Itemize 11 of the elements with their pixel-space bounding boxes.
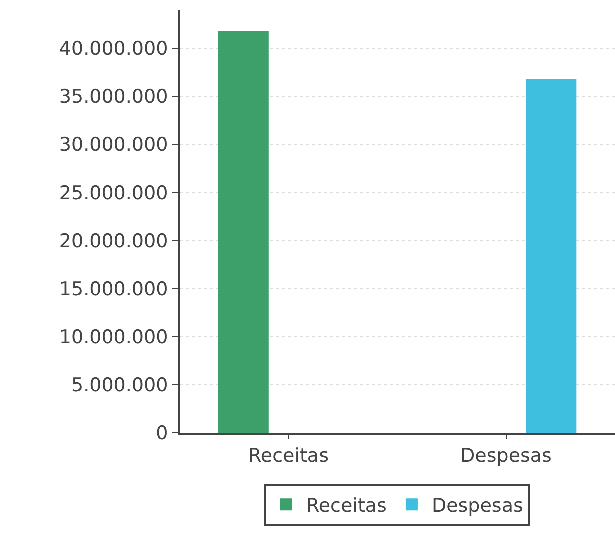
y-tick-label: 10.000.000: [59, 326, 168, 349]
y-tick-label: 0: [156, 422, 168, 445]
legend-label: Despesas: [432, 495, 524, 518]
y-tick-label: 15.000.000: [59, 278, 168, 300]
legend-label: Receitas: [306, 495, 387, 518]
y-tick-label: 20.000.000: [59, 230, 168, 252]
y-tick-label: 25.000.000: [59, 182, 168, 204]
y-tick-label: 30.000.000: [59, 134, 168, 156]
y-tick-label: 35.000.000: [59, 86, 168, 108]
y-tick-label: 5.000.000: [71, 374, 168, 397]
y-tick-label: 40.000.000: [59, 38, 168, 60]
